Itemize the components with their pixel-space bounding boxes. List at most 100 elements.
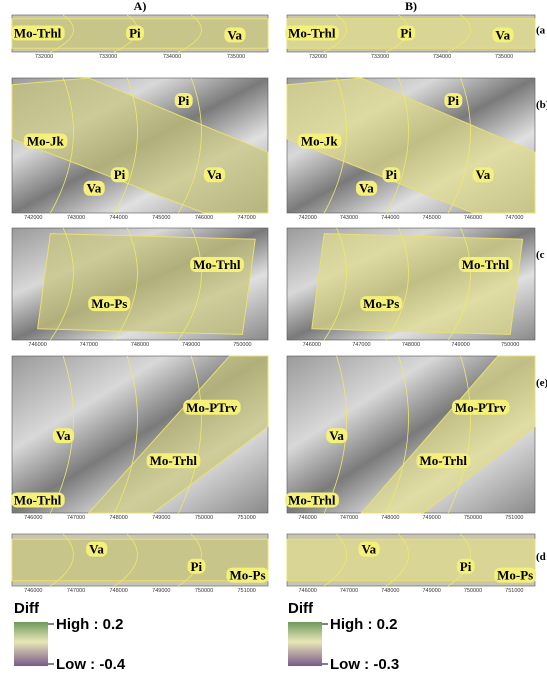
unit-label: Pi	[400, 26, 412, 41]
unit-label: Va	[89, 542, 104, 557]
coordinate-label: 735000	[495, 54, 513, 60]
unit-label: Pi	[447, 93, 459, 108]
coordinate-label: 746000	[24, 588, 42, 594]
coordinate-label: 746000	[303, 342, 321, 348]
coordinate-label: 733000	[99, 54, 117, 60]
unit-label: Mo-PTrv	[186, 400, 238, 415]
unit-label: Mo-Trhl	[14, 26, 62, 41]
unit-label: Pi	[385, 167, 397, 182]
unit-label: Va	[329, 428, 344, 443]
map-panel: 746000 747000 748000 749000 750000 751000 Va Pi…	[12, 534, 269, 594]
coordinate-label: 751000	[237, 515, 255, 521]
legend-ramp	[288, 622, 322, 666]
coordinate-label: 735000	[227, 54, 245, 60]
map-panel: 732000 733000 734000 735000 Mo-Trhl Pi Va	[285, 15, 535, 60]
coordinate-label: 749000	[152, 588, 170, 594]
row-label: (b)	[536, 99, 547, 111]
coordinate-label: 749000	[152, 515, 170, 521]
row-label: (a	[536, 25, 546, 37]
unit-label: Mo-Trhl	[193, 257, 241, 272]
figure: A) 732000 733000 734000 735000 Mo-Trhl Pi Va 742…	[0, 0, 547, 675]
map-panel: 732000733000734000735000Mo-TrhlPiVa	[11, 15, 268, 60]
column-header: A)	[134, 0, 147, 13]
coordinate-label: 746000	[24, 515, 42, 521]
coordinate-label: 747000	[67, 515, 85, 521]
unit-label: Mo-Ps	[91, 296, 127, 311]
unit-label: Pi	[129, 26, 141, 41]
unit-label: Mo-PTrv	[455, 400, 507, 415]
coordinate-label: 748000	[402, 342, 420, 348]
legend-title: Diff	[288, 600, 314, 617]
coordinate-label: 732000	[35, 54, 53, 60]
map-panel: 746000 747000 748000 749000 750000 751000 Mo-P…	[11, 356, 268, 521]
coordinate-label: 744000	[381, 215, 399, 221]
unit-label: Mo-Jk	[27, 133, 65, 148]
coordinate-label: 747000	[67, 588, 85, 594]
unit-label: Mo-Ps	[363, 296, 399, 311]
coordinate-label: 749000	[182, 342, 200, 348]
unit-label: Va	[207, 167, 222, 182]
coordinate-label: 750000	[195, 588, 213, 594]
coordinate-label: 747000	[505, 215, 523, 221]
coordinate-label: 749000	[422, 588, 440, 594]
coordinate-label: 734000	[433, 54, 451, 60]
coordinate-label: 747000	[80, 342, 98, 348]
coordinate-label: 733000	[371, 54, 389, 60]
coordinate-label: 750000	[195, 515, 213, 521]
legend-low: Low : -0.3	[330, 656, 399, 673]
coordinate-label: 742000	[298, 215, 316, 221]
coordinate-label: 732000	[309, 54, 327, 60]
unit-label: Mo-Trhl	[288, 26, 336, 41]
unit-label: Mo-Ps	[497, 568, 533, 583]
coordinate-label: 746000	[298, 515, 316, 521]
coordinate-label: 746000	[195, 215, 213, 221]
unit-label: Pi	[178, 93, 190, 108]
coordinate-label: 748000	[381, 515, 399, 521]
unit-label: Va	[87, 181, 102, 196]
coordinate-label: 747000	[237, 215, 255, 221]
coordinate-label: 748000	[109, 515, 127, 521]
coordinate-label: 750000	[501, 342, 519, 348]
coordinate-label: 751000	[237, 588, 255, 594]
coordinate-label: 742000	[24, 215, 42, 221]
unit-label: Mo-Trhl	[462, 257, 510, 272]
unit-label: Pi	[460, 559, 472, 574]
coordinate-label: 743000	[67, 215, 85, 221]
coordinate-label: 747000	[352, 342, 370, 348]
coordinate-label: 751000	[505, 588, 523, 594]
coordinate-label: 745000	[422, 215, 440, 221]
unit-label: Pi	[114, 167, 126, 182]
unit-label: Va	[361, 542, 376, 557]
legend-ramp	[14, 622, 48, 666]
row-label: (e)	[536, 377, 547, 389]
unit-label: Va	[359, 181, 374, 196]
legend-high: High : 0.2	[56, 616, 124, 633]
row-label: (d	[536, 551, 546, 563]
coordinate-label: 746000	[464, 215, 482, 221]
unit-label: Va	[476, 167, 491, 182]
row-label: (c	[536, 249, 545, 261]
unit-label: Mo-Ps	[229, 568, 265, 583]
unit-label: Va	[227, 27, 242, 42]
coordinate-label: 743000	[340, 215, 358, 221]
coordinate-label: 750000	[464, 515, 482, 521]
unit-label: Va	[56, 428, 71, 443]
coordinate-label: 750000	[233, 342, 251, 348]
coordinate-label: 747000	[340, 588, 358, 594]
coordinate-label: 748000	[109, 588, 127, 594]
unit-label: Mo-Trhl	[150, 453, 198, 468]
legend-title: Diff	[14, 600, 40, 617]
unit-label: Va	[495, 27, 510, 42]
legend-high: High : 0.2	[330, 616, 398, 633]
unit-label: Pi	[191, 559, 203, 574]
coordinate-label: 751000	[505, 515, 523, 521]
unit-label: Mo-Trhl	[14, 492, 62, 507]
coordinate-label: 749000	[422, 515, 440, 521]
coordinate-label: 746000	[28, 342, 46, 348]
unit-label: Mo-Trhl	[420, 453, 468, 468]
